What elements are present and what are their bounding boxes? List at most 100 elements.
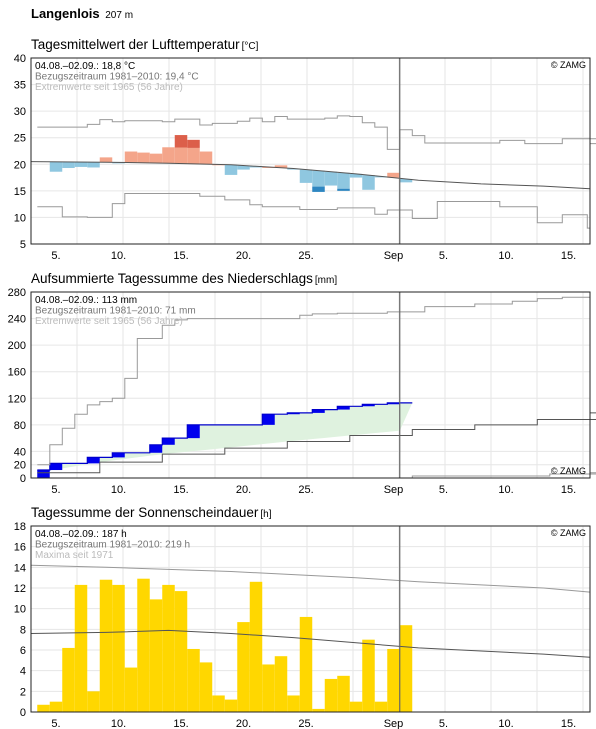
y-tick-label: 8	[20, 624, 26, 636]
x-tick-label: 20.	[236, 250, 251, 262]
station-altitude: 207 m	[105, 10, 134, 21]
x-tick-label: 10.	[498, 484, 513, 496]
sunshine-bar	[324, 678, 338, 712]
x-tick-label: 25.	[298, 250, 313, 262]
temperature-bar	[249, 166, 263, 168]
temperature-bar	[362, 175, 375, 190]
sunshine-bar	[49, 701, 63, 712]
y-tick-label: 15	[14, 186, 26, 198]
temperature-bar	[174, 147, 188, 164]
maxima-line	[30, 564, 591, 593]
precipitation-increment-bar	[49, 463, 63, 471]
legend-observed: 04.08.–02.09.: 18,8 °C	[35, 61, 135, 72]
source-label: © ZAMG	[551, 528, 586, 538]
sunshine-bar	[249, 581, 263, 712]
precipitation-surplus-area	[37, 402, 413, 473]
temperature-bar	[224, 164, 238, 175]
x-tick-label: 15.	[173, 250, 188, 262]
y-tick-label: 40	[14, 446, 26, 458]
x-tick-label: 25.	[298, 718, 313, 729]
y-tick-label: 14	[14, 562, 26, 574]
x-tick-label: 20.	[236, 484, 251, 496]
sunshine-bar	[174, 591, 188, 712]
sunshine-bar	[274, 656, 288, 712]
x-tick-label: 25.	[298, 484, 313, 496]
temperature-bar	[49, 161, 63, 172]
sunshine-bar	[37, 704, 50, 712]
x-tick-label: 5.	[51, 718, 60, 729]
x-tick-label: 5.	[439, 484, 448, 496]
sunshine-bar	[262, 664, 275, 712]
x-tick-label: 5.	[51, 250, 60, 262]
x-tick-label: 10.	[498, 250, 513, 262]
temperature-bar	[287, 168, 300, 170]
temperature-bar	[299, 169, 313, 183]
x-tick-label: Sep	[384, 250, 404, 262]
plot-border	[30, 57, 591, 245]
temperature-bar	[149, 153, 163, 164]
sunshine-bar	[287, 695, 300, 712]
sunshine-bar	[312, 708, 325, 712]
extreme-max-line	[37, 296, 590, 466]
precipitation-increment-bar	[87, 457, 100, 464]
source-label: © ZAMG	[551, 60, 586, 70]
y-tick-label: 0	[20, 473, 26, 485]
sunshine-bar	[224, 699, 238, 712]
station-header: Langenlois 207 m	[31, 6, 133, 21]
legend-extremes: Extremwerte seit 1965 (56 Jahre)	[35, 82, 183, 93]
y-tick-label: 80	[14, 420, 26, 432]
y-tick-label: 25	[14, 133, 26, 145]
temperature-bar	[74, 161, 88, 167]
y-tick-label: 40	[14, 53, 26, 65]
sunshine-bar	[87, 691, 100, 712]
legend-observed: 04.08.–02.09.: 113 mm	[35, 295, 137, 306]
precipitation-increment-bar	[262, 414, 275, 425]
y-tick-label: 4	[20, 666, 26, 678]
y-tick-label: 10	[14, 604, 26, 616]
temperature-bar-strong	[187, 139, 200, 148]
legend-normal: Bezugszeitraum 1981–2010: 219 h	[35, 540, 190, 551]
station-name: Langenlois	[31, 6, 100, 21]
sunshine-bar	[399, 625, 413, 712]
temperature-bar	[337, 172, 350, 189]
temperature-bar	[312, 170, 325, 187]
y-tick-label: 200	[8, 340, 26, 352]
x-tick-label: 10.	[111, 718, 126, 729]
temperature-bar	[162, 147, 175, 164]
sunshine-bar	[374, 701, 388, 712]
temperature-bar	[99, 157, 113, 163]
sunshine-bar	[299, 616, 313, 712]
y-tick-label: 16	[14, 542, 26, 554]
temperature-bar-strong	[337, 188, 350, 191]
sunshine-bar	[337, 675, 350, 712]
normal-line	[30, 161, 591, 190]
temperature-bar	[87, 162, 100, 168]
legend-extremes: Extremwerte seit 1965 (56 Jahre)	[35, 316, 183, 327]
legend-normal: Bezugszeitraum 1981–2010: 19,4 °C	[35, 72, 199, 83]
legend-extremes: Maxima seit 1971	[35, 550, 114, 561]
y-tick-label: 0	[20, 707, 26, 719]
sunshine-bar	[212, 695, 225, 712]
sunshine-bar	[199, 662, 213, 712]
y-tick-label: 5	[20, 239, 26, 251]
y-tick-label: 12	[14, 583, 26, 595]
temperature-bar	[399, 178, 413, 183]
x-tick-label: 15.	[561, 718, 576, 729]
x-tick-label: 5.	[439, 718, 448, 729]
y-tick-label: 6	[20, 645, 26, 657]
sunshine-bar	[362, 639, 375, 712]
x-tick-label: 5.	[51, 484, 60, 496]
y-tick-label: 35	[14, 80, 26, 92]
precipitation-title: Aufsummierte Tagessumme des Niederschlag…	[31, 271, 338, 286]
precipitation-increment-bar	[387, 402, 400, 405]
extreme-max-line	[37, 115, 596, 150]
x-tick-label: 10.	[111, 484, 126, 496]
observed-cumulative-line	[37, 402, 413, 471]
y-tick-label: 2	[20, 686, 26, 698]
precipitation-increment-bar	[37, 470, 50, 478]
x-tick-label: Sep	[384, 484, 404, 496]
temperature-bar	[199, 151, 213, 165]
sunshine-bar	[137, 578, 150, 712]
